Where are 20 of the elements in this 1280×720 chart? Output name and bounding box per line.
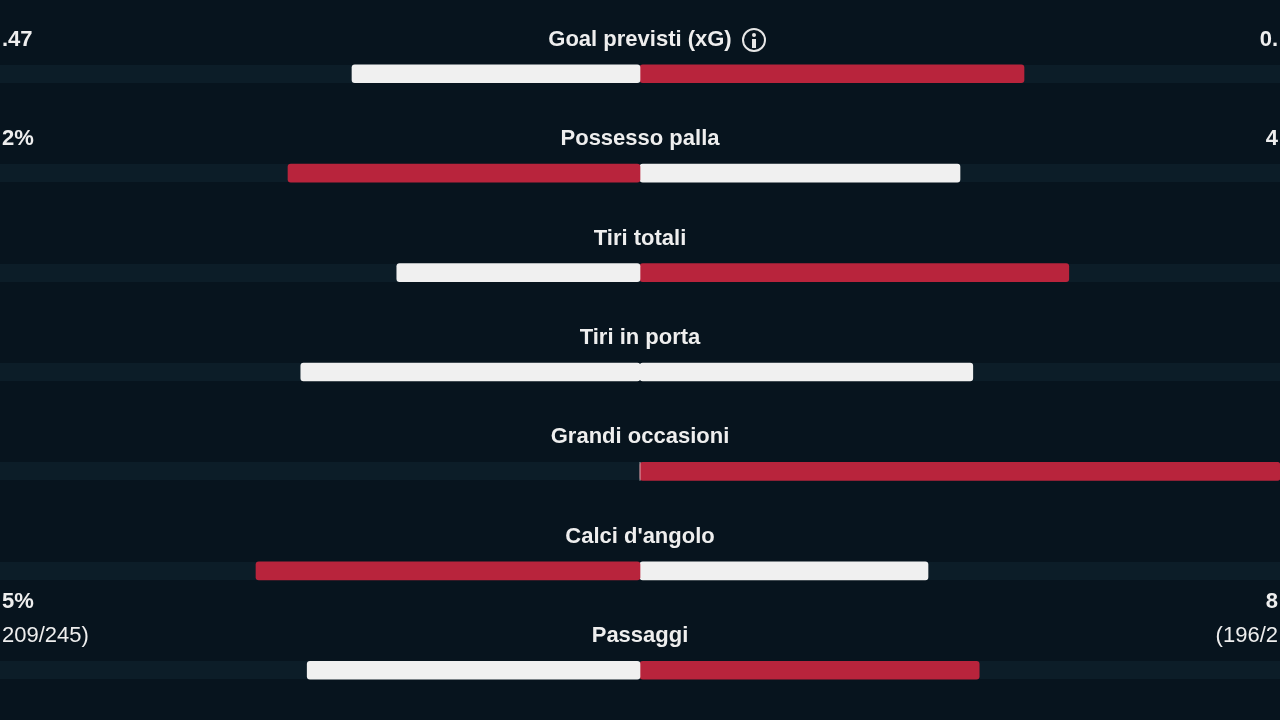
bar [639, 64, 1025, 84]
y-tick-label: Possesso palla [560, 125, 721, 151]
annotation: 8 [1265, 588, 1278, 614]
bar [639, 660, 980, 680]
text: 209/245) [2, 622, 89, 648]
bar [306, 660, 641, 680]
y-tick-label: Goal previsti (xG) [548, 25, 732, 51]
text: 2% [2, 125, 34, 151]
text: .47 [2, 25, 33, 51]
y-tick-label: Calci d'angolo [565, 522, 715, 548]
y-tick-label: Passaggi [591, 622, 689, 648]
annotation: 0. [1259, 25, 1278, 51]
text: 5% [2, 588, 34, 614]
annotation: 4 [1265, 125, 1279, 151]
y-tick-label: Tiri in porta [579, 324, 702, 350]
y-tick-label: Tiri totali [593, 224, 687, 250]
bar [396, 263, 641, 282]
bar [351, 64, 641, 84]
annotation: (196/2 [1215, 622, 1278, 648]
y-tick-label: Grandi occasioni [550, 423, 730, 449]
